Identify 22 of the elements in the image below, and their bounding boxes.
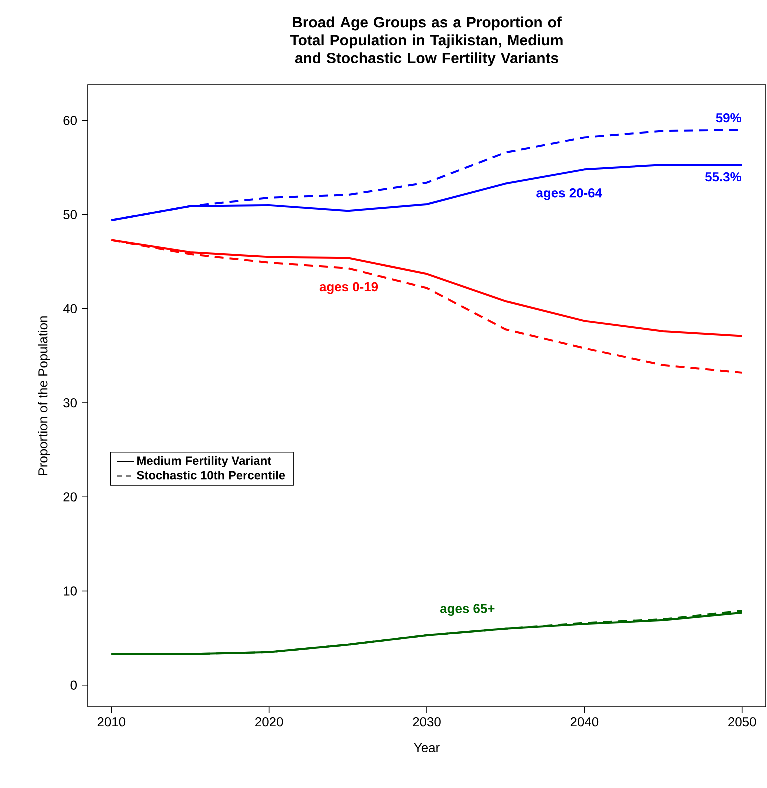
- annotation: 59%: [716, 113, 742, 123]
- legend-label: Medium Fertility Variant: [138, 456, 272, 468]
- legend-label: Stochastic 10th Percentile: [137, 470, 286, 480]
- y-tick-label: 60: [64, 116, 78, 126]
- annotation: 55.3%: [706, 172, 742, 182]
- x-tick-label: 2030: [413, 717, 441, 727]
- chart-title: Broad Age Groups as a Proportion of Total Population in Tajikistan, Medium and Stochastic Low Fertility Variants: [290, 16, 563, 67]
- y-tick-label: 10: [64, 586, 78, 596]
- y-tick-label: 50: [64, 210, 78, 220]
- y-tick-label: 0: [70, 680, 78, 690]
- x-tick-label: 2040: [570, 717, 599, 727]
- x-tick-label: 2010: [98, 717, 126, 727]
- x-tick-label: 2020: [256, 717, 284, 727]
- x-axis-title: Year: [414, 743, 440, 752]
- x-tick-label: 2050: [728, 717, 756, 727]
- series-label: ages 20-64: [536, 188, 602, 200]
- series-label: ages 65+: [440, 604, 495, 616]
- y-axis-title: Proportion of the Population: [38, 316, 50, 476]
- y-tick-label: 40: [63, 304, 78, 314]
- y-tick-label: 30: [64, 398, 78, 408]
- y-tick-label: 20: [64, 492, 78, 502]
- series-label: ages 0-19: [320, 282, 378, 294]
